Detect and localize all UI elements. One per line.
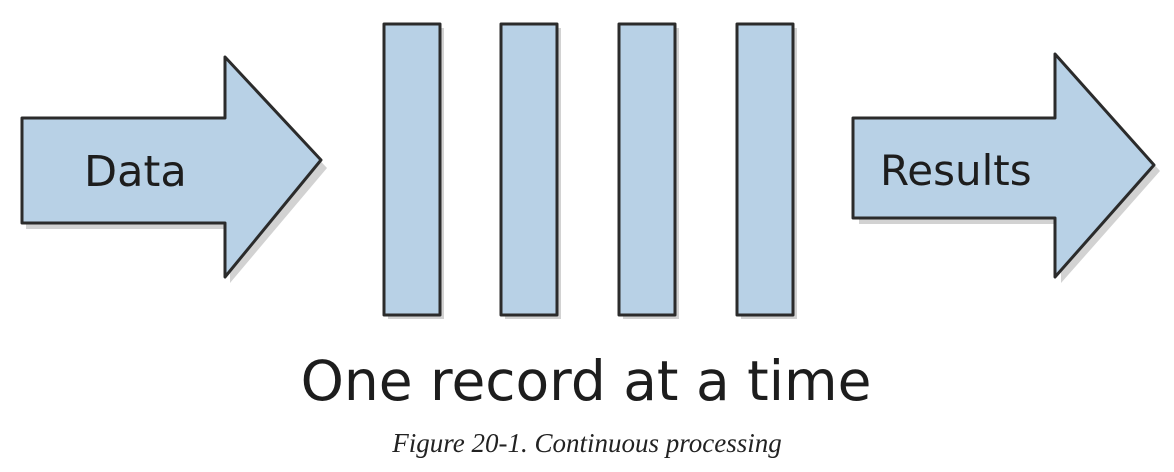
input-arrow — [20, 55, 323, 279]
record-bar — [499, 22, 559, 317]
record-bar — [382, 22, 442, 317]
input-arrow-label: Data — [84, 147, 187, 197]
output-arrow-label: Results — [880, 146, 1032, 195]
figure-caption: Figure 20-1. Continuous processing — [392, 428, 782, 458]
record-bars — [382, 22, 797, 319]
record-bar — [617, 22, 677, 317]
processing-label: One record at a time — [301, 349, 872, 413]
record-bar — [735, 22, 795, 317]
output-arrow — [851, 52, 1156, 279]
